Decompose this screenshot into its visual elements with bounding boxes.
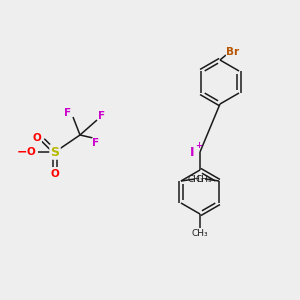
Text: I: I xyxy=(190,146,194,158)
Text: O: O xyxy=(51,169,59,179)
Text: O: O xyxy=(27,147,35,157)
Text: S: S xyxy=(50,146,59,158)
Text: CH₃: CH₃ xyxy=(196,175,213,184)
Text: CH₃: CH₃ xyxy=(188,175,204,184)
Text: +: + xyxy=(196,140,202,149)
Text: F: F xyxy=(64,108,72,118)
Text: F: F xyxy=(92,138,100,148)
Text: −: − xyxy=(17,146,27,158)
Text: F: F xyxy=(98,111,106,121)
Text: CH₃: CH₃ xyxy=(192,229,208,238)
Text: Br: Br xyxy=(226,47,240,57)
Text: O: O xyxy=(33,133,41,143)
